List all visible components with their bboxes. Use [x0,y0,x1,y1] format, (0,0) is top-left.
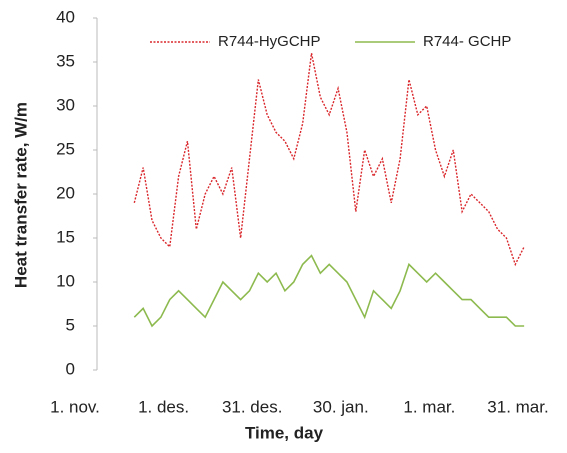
x-tick-label: 31. mar. [487,397,548,416]
y-tick-label: 40 [56,7,75,26]
legend-label: R744-HyGCHP [218,33,321,50]
data-line [133,53,525,267]
x-tick-label: 1. mar. [403,397,455,416]
y-tick-label: 15 [56,227,75,246]
y-tick-label: 25 [56,139,75,158]
x-tick-label: 1. nov. [50,397,100,416]
y-tick-label: 5 [66,315,75,334]
y-tick-label: 20 [56,183,75,202]
y-tick-label: 35 [56,51,75,70]
x-tick-label: 30. jan. [313,397,369,416]
y-tick-label: 0 [66,359,75,378]
y-tick-label: 30 [56,95,75,114]
legend-label: R744- GCHP [423,33,511,50]
x-tick-label: 31. des. [222,397,283,416]
x-tick-label: 1. des. [138,397,189,416]
x-axis-title: Time, day [245,423,324,442]
y-tick-label: 10 [56,271,75,290]
y-axis-title: Heat transfer rate, W/m [11,102,30,288]
data-line [133,254,525,328]
